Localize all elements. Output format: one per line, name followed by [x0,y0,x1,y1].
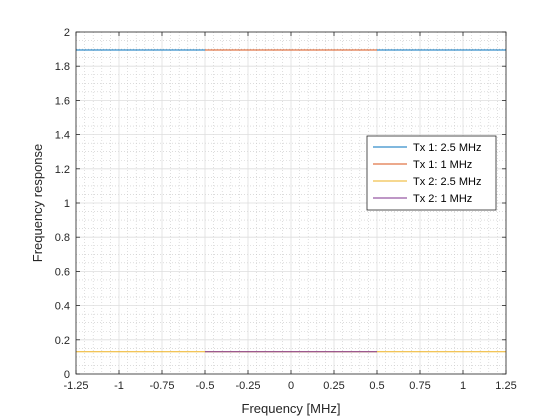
x-tick-label: -0.5 [196,380,215,392]
y-tick-label: 0.2 [55,335,70,347]
x-tick-label: -1 [114,380,124,392]
series-layer [76,49,506,353]
y-tick-label: 1.6 [55,95,70,107]
x-tick-label: 0 [288,380,294,392]
y-tick-label: 1.2 [55,164,70,176]
legend-label: Tx 1: 1 MHz [413,159,472,171]
x-tick-label: 0.5 [369,380,384,392]
x-tick-label: -1.25 [63,380,88,392]
y-tick-label: 1 [64,198,70,210]
x-tick-label: 0.25 [323,380,344,392]
x-axis-label: Frequency [MHz] [242,401,341,416]
y-axis-label: Frequency response [30,144,45,263]
y-tick-label: 1.4 [55,130,70,142]
x-tick-label: 0.75 [409,380,430,392]
y-tick-label: 1.8 [55,61,70,73]
legend-label: Tx 1: 2.5 MHz [413,142,481,154]
x-tick-label: -0.75 [149,380,174,392]
y-tick-label: 0.8 [55,232,70,244]
x-tick-label: -0.25 [235,380,260,392]
legend-label: Tx 2: 1 MHz [413,193,472,205]
x-tick-label: 1 [460,380,466,392]
legend: Tx 1: 2.5 MHz Tx 1: 1 MHz Tx 2: 2.5 MHz Tx … [366,135,497,211]
y-tick-label: 2 [64,27,70,39]
ticks-layer: -1.25 -1 -0.75 -0.5 -0.25 0 0.25 0.5 0.75 1 1.25 0 0… [55,27,517,392]
y-tick-label: 0 [64,369,70,381]
y-tick-label: 0.6 [55,266,70,278]
y-tick-label: 0.4 [55,301,70,313]
legend-label: Tx 2: 2.5 MHz [413,176,481,188]
x-tick-label: 1.25 [495,380,516,392]
